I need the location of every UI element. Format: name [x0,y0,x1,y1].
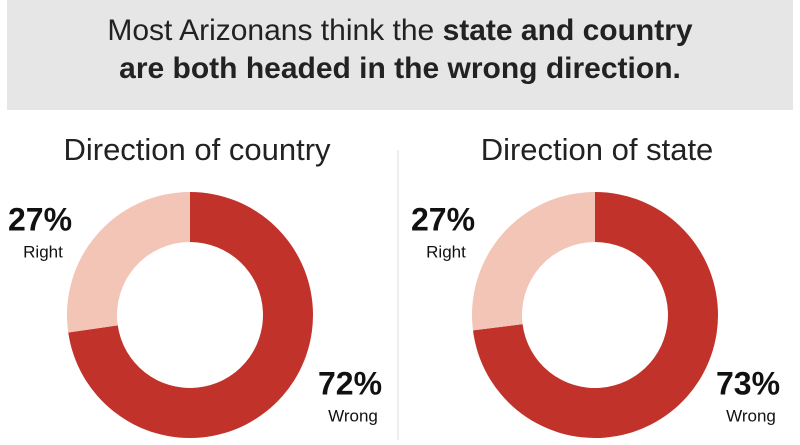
category-label: Wrong [328,406,378,425]
chart-title: Direction of country [63,132,331,167]
category-label: Right [23,242,63,261]
category-label: Wrong [726,406,776,425]
value-label: 73% [716,365,780,401]
donut-segment [472,192,595,331]
header: Most Arizonans think the state and count… [7,0,793,110]
value-label: 27% [8,201,72,237]
title-text: Most Arizonans think the [107,14,435,47]
chart-title: Direction of state [481,132,714,167]
title-bold: are both headed in the wrong direction. [119,52,681,85]
category-label: Right [426,242,466,261]
value-label: 27% [411,201,475,237]
donut-segment [66,192,190,333]
value-label: 72% [318,365,382,401]
donut-segment [472,191,718,438]
donut-segment [68,192,313,438]
title-bold: state and country [442,14,693,47]
